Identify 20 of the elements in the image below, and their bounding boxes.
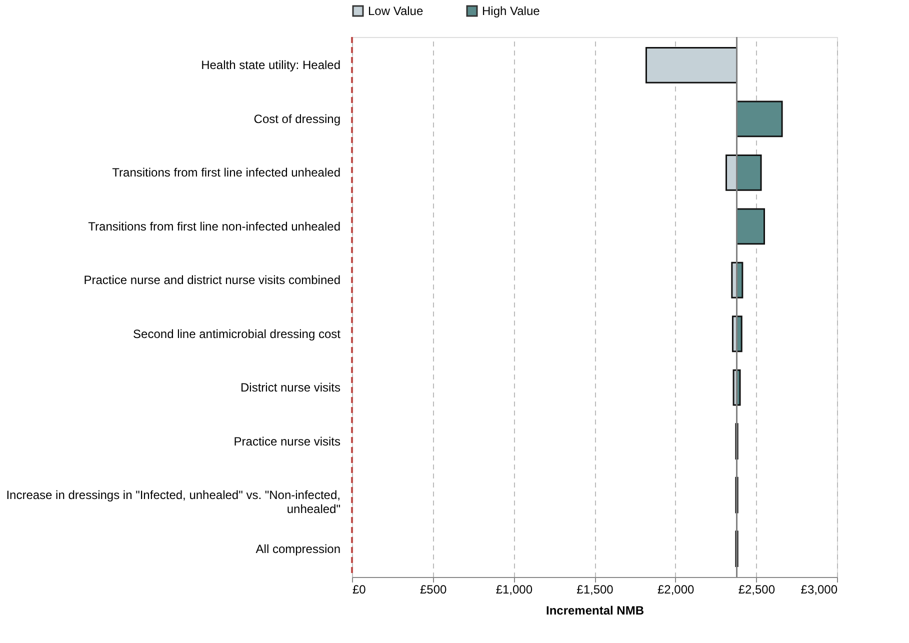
x-tick-label: £1,000: [496, 582, 533, 596]
legend-label: High Value: [482, 4, 540, 18]
y-tick-label: Practice nurse visits: [234, 434, 340, 448]
legend-label: Low Value: [368, 4, 424, 18]
x-tick-label: £500: [420, 582, 448, 596]
x-tick-label: £1,500: [576, 582, 614, 596]
y-tick-label: Practice nurse and district nurse visits combined: [84, 273, 340, 288]
y-tick-label: All compression: [256, 542, 340, 556]
y-tick-label: Transitions from first line infected unhealed: [112, 166, 340, 180]
x-tick-label: £2,000: [657, 582, 695, 596]
x-tick-label: £2,500: [738, 582, 776, 596]
x-axis-title: Incremental NMB: [546, 604, 644, 618]
y-tick-label: Second line antimicrobial dressing cost: [133, 326, 342, 341]
x-tick-label: £0: [352, 582, 366, 596]
y-tick-label: District nurse visits: [240, 380, 340, 395]
y-tick-label: Health state utility: Healed: [201, 58, 340, 72]
y-tick-label: Increase in dressings in "Infected, unhealed" vs. "Non-infected, unhealed": [6, 488, 340, 516]
x-tick-label: £3,000: [800, 582, 838, 596]
y-tick-label: Cost of dressing: [254, 112, 340, 126]
y-tick-label: Transitions from first line non-infected unhealed: [88, 219, 340, 234]
